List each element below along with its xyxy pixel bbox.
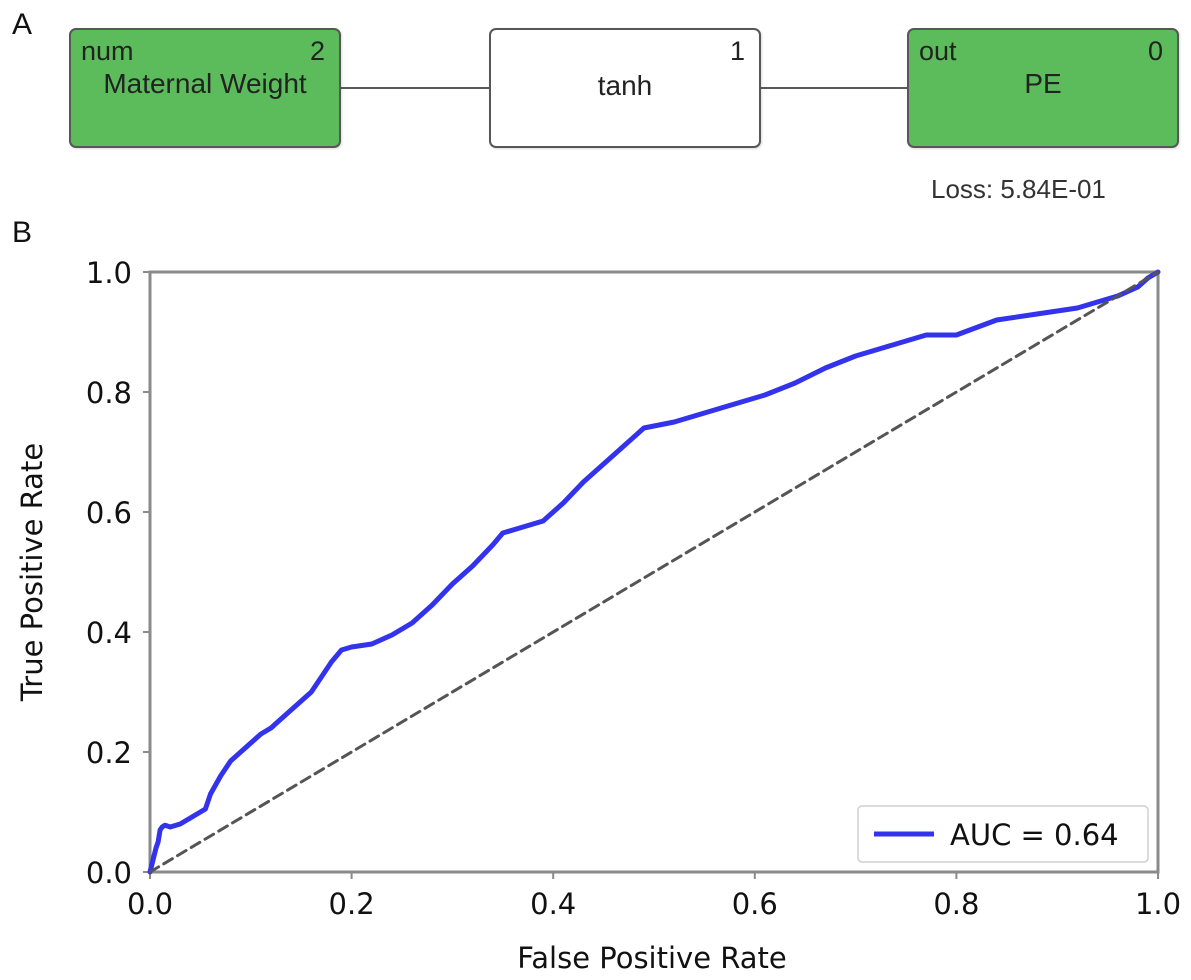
input-node[interactable]: num 2 Maternal Weight bbox=[69, 28, 341, 148]
x-tick-label: 0.4 bbox=[530, 887, 576, 921]
y-tick-label: 0.6 bbox=[86, 496, 132, 530]
output-node-type: out bbox=[919, 36, 957, 66]
input-node-index: 2 bbox=[309, 36, 325, 66]
x-tick-label: 1.0 bbox=[1135, 887, 1181, 921]
panel-a-label: A bbox=[12, 8, 33, 41]
y-tick-label: 1.0 bbox=[86, 256, 132, 290]
output-node-name: PE bbox=[1024, 68, 1062, 99]
x-tick-label: 0.0 bbox=[127, 887, 173, 921]
x-tick-label: 0.6 bbox=[732, 887, 778, 921]
y-tick-label: 0.2 bbox=[86, 736, 132, 770]
y-axis-title: True Positive Rate bbox=[15, 443, 49, 702]
x-tick-labels: 0.0 0.2 0.4 0.6 0.8 1.0 bbox=[127, 887, 1181, 921]
x-tick-label: 0.2 bbox=[329, 887, 375, 921]
connector-input-to-tanh bbox=[341, 87, 489, 89]
output-node-index: 0 bbox=[1147, 36, 1163, 66]
hidden-node-name: tanh bbox=[597, 70, 653, 101]
y-tick-label: 0.0 bbox=[86, 856, 132, 890]
chance-diagonal-line bbox=[148, 270, 1160, 874]
y-tick-label: 0.4 bbox=[86, 616, 132, 650]
panel-b-label: B bbox=[12, 216, 33, 249]
x-axis-title: False Positive Rate bbox=[517, 941, 787, 975]
y-tick-label: 0.8 bbox=[86, 376, 132, 410]
input-node-type: num bbox=[81, 36, 134, 66]
loss-readout: Loss: 5.84E-01 bbox=[931, 174, 1106, 204]
connector-tanh-to-output bbox=[761, 87, 907, 89]
legend-box bbox=[857, 805, 1149, 863]
input-node-name: Maternal Weight bbox=[103, 68, 307, 99]
output-node[interactable]: out 0 PE bbox=[907, 28, 1179, 148]
plot-area bbox=[143, 269, 1161, 879]
legend-entry-label: AUC = 0.64 bbox=[950, 818, 1119, 852]
hidden-node-index: 1 bbox=[729, 36, 745, 66]
legend: AUC = 0.64 bbox=[857, 805, 1149, 863]
y-tick-labels: 0.0 0.2 0.4 0.6 0.8 1.0 bbox=[86, 256, 132, 890]
x-tick-label: 0.8 bbox=[933, 887, 979, 921]
roc-curve-line bbox=[147, 269, 1161, 875]
hidden-node[interactable]: 1 tanh bbox=[489, 28, 761, 148]
